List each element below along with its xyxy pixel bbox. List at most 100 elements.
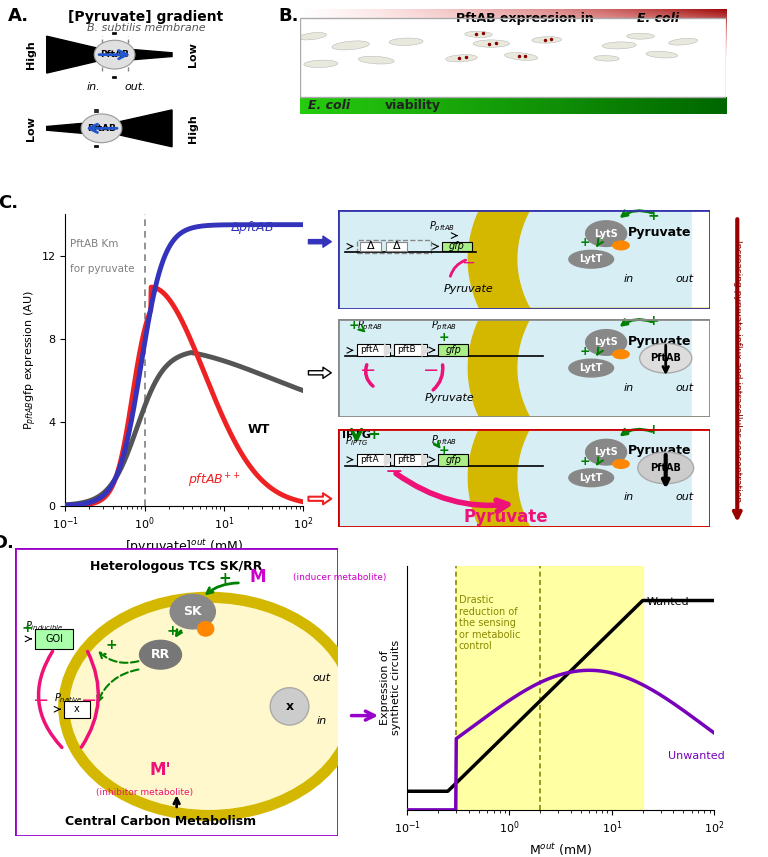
Bar [439,454,468,466]
Text: LytT: LytT [580,473,603,482]
Text: Increasing pyruvate influx and intracellular concentration: Increasing pyruvate influx and intracell… [733,240,742,501]
Ellipse shape [586,221,627,247]
Text: PftAB expression in: PftAB expression in [455,12,598,25]
Text: −: − [423,361,439,380]
Text: C.: C. [0,194,18,212]
Ellipse shape [569,469,614,487]
Y-axis label: P$_{pftAB}$gfp expression (AU): P$_{pftAB}$gfp expression (AU) [22,291,38,429]
Text: Pyruvate: Pyruvate [628,444,692,458]
Text: Wanted: Wanted [647,597,690,607]
Text: D.: D. [0,534,15,552]
Text: E. coli: E. coli [637,12,679,25]
Text: Central Carbon Metabolism: Central Carbon Metabolism [65,815,256,828]
Text: Low: Low [26,116,36,141]
Text: IPTG: IPTG [342,430,371,440]
Bar [394,454,427,466]
Text: +: + [219,571,231,586]
Ellipse shape [389,38,423,45]
Ellipse shape [569,359,614,377]
Ellipse shape [170,595,215,629]
Text: B.: B. [278,7,299,25]
Text: $P_{pftAB}$: $P_{pftAB}$ [356,318,382,333]
Circle shape [613,350,629,358]
Bar [356,240,431,254]
Text: pftB: pftB [398,455,416,464]
X-axis label: [pyruvate]$^{out}$ (mM): [pyruvate]$^{out}$ (mM) [125,537,243,556]
Text: Heterologous TCS SK/RR: Heterologous TCS SK/RR [91,560,263,573]
Text: RR: RR [151,648,170,662]
Text: Δ: Δ [366,242,374,251]
Text: $\Delta pftAB$: $\Delta pftAB$ [230,219,274,236]
Circle shape [613,241,629,249]
Text: Pyruvate: Pyruvate [443,284,493,294]
Text: in: in [624,274,634,284]
Text: LytS: LytS [594,447,618,457]
Bar [439,345,468,357]
Text: (inducer metabolite): (inducer metabolite) [293,572,386,582]
Circle shape [613,459,629,468]
Text: Pyruvate: Pyruvate [463,508,548,526]
Text: −: − [385,462,403,482]
Ellipse shape [359,57,394,64]
Text: SK: SK [184,605,202,618]
Text: PftAB Km: PftAB Km [70,239,118,249]
Text: +: + [167,624,179,638]
Bar [442,242,472,251]
Polygon shape [468,428,710,527]
Text: out.: out. [124,82,146,93]
Bar [300,18,726,97]
Bar [64,701,90,718]
Text: WT: WT [248,423,270,436]
Polygon shape [468,319,710,417]
Ellipse shape [586,330,627,356]
Text: x: x [286,700,293,713]
Text: −: − [359,361,376,380]
Text: PftAB: PftAB [650,463,681,473]
Text: Low: Low [188,42,198,67]
Text: High: High [26,40,36,69]
Ellipse shape [646,51,677,58]
Ellipse shape [140,640,181,669]
Text: gfp: gfp [445,345,462,355]
Text: +: + [349,319,359,332]
Text: Unwanted: Unwanted [667,751,724,761]
Ellipse shape [270,687,309,725]
Ellipse shape [332,41,369,50]
Text: viability: viability [385,99,441,111]
Text: in: in [624,493,634,502]
Ellipse shape [473,40,509,47]
Ellipse shape [586,440,627,465]
Text: $P_{inducible}$: $P_{inducible}$ [25,619,64,633]
Text: out: out [675,493,694,502]
Text: $P_{pftAB}$: $P_{pftAB}$ [431,434,457,448]
Text: PftAB: PftAB [87,123,116,133]
Text: out: out [675,274,694,284]
Text: PftAB: PftAB [100,50,129,59]
Text: +: + [580,455,591,468]
Ellipse shape [465,32,492,38]
Text: gfp: gfp [445,455,462,464]
Ellipse shape [640,344,692,373]
Circle shape [81,114,122,143]
Bar [35,629,74,649]
Text: +: + [647,314,659,327]
Text: −: − [462,253,475,271]
Text: pftA: pftA [360,345,379,355]
Polygon shape [47,36,101,73]
Ellipse shape [532,37,561,43]
Y-axis label: Expression of
synthetic circuits: Expression of synthetic circuits [380,640,402,735]
Circle shape [94,40,135,69]
Text: +: + [439,332,449,345]
Ellipse shape [627,33,654,39]
Text: in: in [624,383,634,393]
Circle shape [197,621,214,636]
Text: GOI: GOI [45,634,63,644]
Text: Drastic
reduction of
the sensing
or metabolic
control: Drastic reduction of the sensing or meta… [458,595,520,651]
Text: High: High [188,114,198,143]
Text: +: + [368,428,380,442]
Ellipse shape [445,55,477,62]
Polygon shape [114,110,172,147]
Polygon shape [422,345,429,357]
Bar [360,242,381,251]
Polygon shape [468,210,710,309]
